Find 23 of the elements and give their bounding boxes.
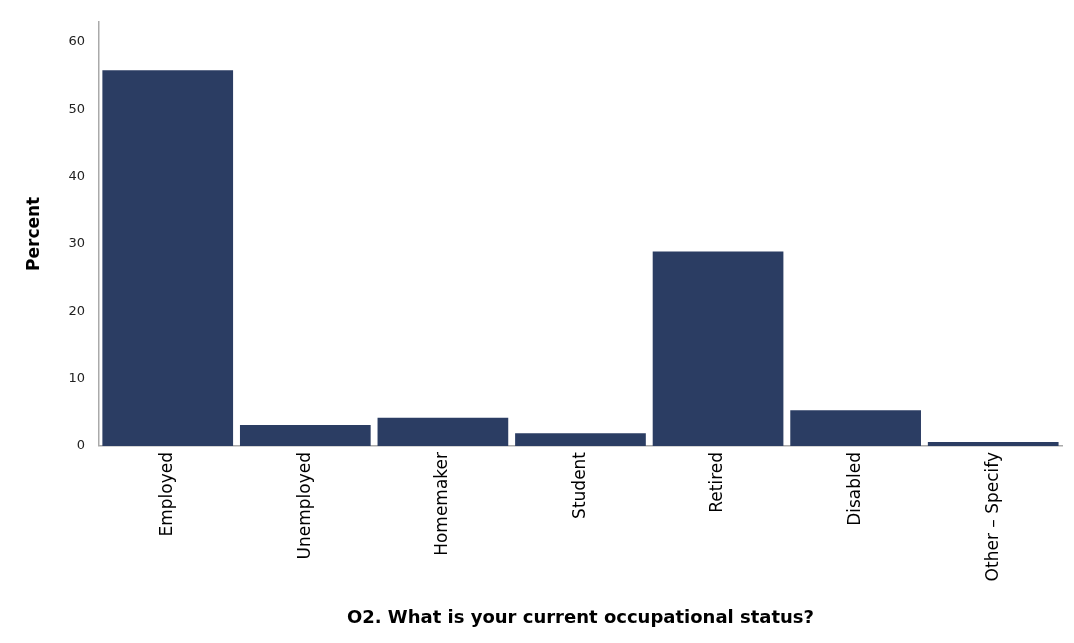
bar	[102, 70, 234, 446]
bar	[790, 410, 921, 446]
bar	[652, 251, 784, 446]
x-tick-label: Student	[568, 451, 589, 519]
y-tick-label: 30	[68, 235, 85, 251]
bar	[927, 441, 1059, 446]
y-tick-label: 20	[68, 302, 85, 318]
y-tick-label: 10	[68, 370, 85, 386]
x-tick-label: Employed	[156, 451, 177, 537]
x-axis-title: O2. What is your current occupational status?	[346, 605, 815, 627]
x-tick-label: Disabled	[844, 451, 865, 526]
y-tick-label: 60	[68, 33, 85, 49]
x-tick-label: Retired	[706, 451, 727, 513]
x-tick-label: Homemaker	[431, 451, 452, 556]
x-tick-label: Other – Specify	[981, 451, 1002, 582]
y-tick-label: 40	[68, 168, 85, 184]
y-tick-label: 50	[68, 100, 85, 116]
bar	[515, 433, 646, 446]
y-axis-title: Percent	[22, 196, 43, 271]
x-tick-label: Unemployed	[293, 451, 314, 560]
bar	[239, 425, 371, 446]
bar	[377, 417, 509, 446]
y-tick-label: 0	[76, 437, 85, 453]
